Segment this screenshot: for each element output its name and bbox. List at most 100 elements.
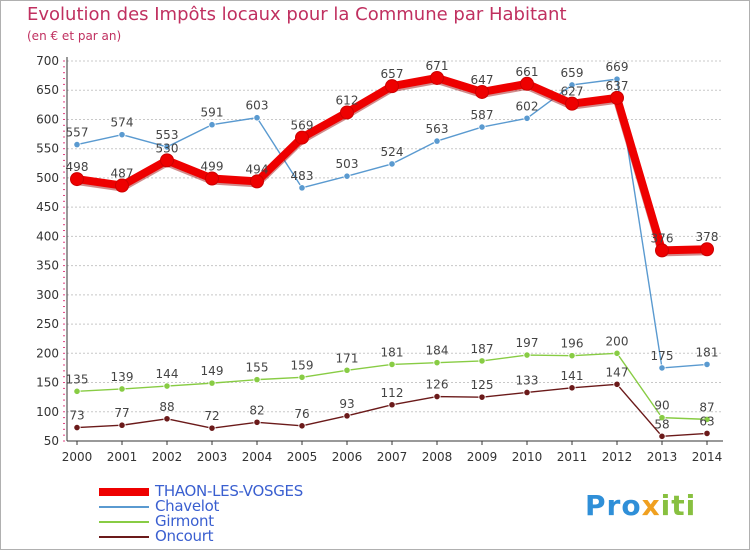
data-label-girmont: 197: [516, 336, 539, 350]
data-point-thaon-les-vosges: [385, 79, 399, 94]
data-label-thaon-les-vosges: 499: [201, 160, 224, 174]
logo-text-part2: x: [641, 489, 661, 522]
data-point-chavelot: [568, 81, 576, 89]
data-label-thaon-les-vosges: 569: [291, 119, 314, 133]
y-tick-label: 400: [36, 229, 59, 243]
legend-label-thaon-les-vosges: THAON-LES-VOSGES: [155, 482, 303, 500]
data-point-thaon-les-vosges: [70, 172, 84, 187]
data-point-girmont: [478, 357, 486, 365]
data-point-oncourt: [523, 388, 531, 397]
data-point-oncourt: [433, 392, 441, 401]
data-label-chavelot: 574: [111, 116, 134, 130]
data-label-chavelot: 587: [471, 108, 494, 122]
data-point-oncourt: [658, 432, 666, 440]
data-label-thaon-les-vosges: 494: [246, 162, 269, 176]
data-point-chavelot: [388, 160, 396, 168]
data-label-chavelot: 659: [561, 66, 584, 80]
data-label-girmont: 187: [471, 342, 494, 356]
data-label-chavelot: 669: [606, 60, 629, 74]
data-label-thaon-les-vosges: 378: [696, 230, 719, 244]
data-label-oncourt: 126: [426, 378, 449, 392]
data-label-thaon-les-vosges: 637: [606, 79, 629, 93]
x-tick-label: 2002: [152, 450, 183, 464]
y-tick-label: 450: [36, 200, 59, 214]
data-point-oncourt: [298, 422, 306, 430]
logo-text-part3: iti: [660, 489, 697, 522]
data-point-chavelot: [343, 172, 351, 180]
series-layer: [70, 70, 714, 440]
data-label-oncourt: 147: [606, 365, 629, 379]
x-tick-label: 2009: [467, 450, 498, 464]
data-point-thaon-les-vosges: [655, 243, 669, 258]
data-label-oncourt: 76: [294, 407, 309, 421]
data-label-girmont: 155: [246, 361, 269, 375]
y-tick-label: 100: [36, 405, 59, 419]
y-tick-label: 150: [36, 376, 59, 390]
chart-title: Evolution des Impôts locaux pour la Comm…: [27, 4, 567, 25]
data-label-girmont: 90: [654, 399, 669, 413]
data-point-oncourt: [568, 384, 576, 392]
data-label-girmont: 139: [111, 370, 134, 384]
y-tick-label: 50: [44, 434, 59, 448]
data-point-thaon-les-vosges: [700, 242, 714, 257]
legend-swatch-oncourt: [99, 536, 149, 538]
data-point-chavelot: [478, 123, 486, 131]
data-label-girmont: 184: [426, 344, 449, 358]
data-point-thaon-les-vosges: [565, 96, 579, 111]
data-label-chavelot: 181: [696, 345, 719, 359]
data-label-thaon-les-vosges: 661: [516, 65, 539, 79]
data-point-thaon-les-vosges: [205, 171, 219, 186]
data-point-girmont: [118, 385, 126, 393]
data-point-girmont: [658, 414, 666, 422]
data-point-thaon-les-vosges: [475, 84, 489, 99]
series-line-chavelot: [76, 78, 708, 369]
x-tick-label: 2004: [242, 450, 273, 464]
legend-label-chavelot: Chavelot: [155, 497, 220, 515]
data-label-oncourt: 133: [516, 373, 539, 387]
data-point-chavelot: [298, 184, 306, 192]
axis-layer: 50 100 150 200 250 300 350 400 450 500 550 600 650 70…: [36, 54, 723, 464]
x-tick-label: 2008: [422, 450, 453, 464]
x-tick-label: 2012: [602, 450, 633, 464]
data-point-thaon-les-vosges: [520, 76, 534, 91]
data-point-girmont: [433, 359, 441, 367]
data-label-girmont: 181: [381, 345, 404, 359]
data-point-oncourt: [343, 412, 351, 420]
data-label-girmont: 144: [156, 367, 179, 381]
data-label-oncourt: 125: [471, 378, 494, 392]
data-label-oncourt: 88: [159, 400, 174, 414]
data-point-oncourt: [208, 424, 216, 432]
data-label-chavelot: 503: [336, 157, 359, 171]
data-label-girmont: 200: [606, 334, 629, 348]
data-point-girmont: [208, 379, 216, 387]
data-point-girmont: [388, 360, 396, 369]
y-tick-label: 350: [36, 259, 59, 273]
data-label-girmont: 159: [291, 358, 314, 372]
x-tick-label: 2013: [647, 450, 678, 464]
data-label-girmont: 171: [336, 351, 359, 365]
data-point-chavelot: [523, 114, 531, 122]
x-tick-label: 2003: [197, 450, 228, 464]
legend-swatch-thaon-les-vosges: [99, 488, 149, 496]
data-point-thaon-les-vosges: [295, 130, 309, 145]
data-label-chavelot: 524: [381, 145, 404, 159]
data-point-chavelot: [118, 131, 126, 139]
data-point-oncourt: [703, 429, 711, 437]
x-tick-label: 2014: [692, 450, 723, 464]
y-tick-label: 250: [36, 317, 59, 331]
data-label-oncourt: 112: [381, 386, 404, 400]
data-point-oncourt: [253, 418, 261, 426]
y-tick-label: 700: [36, 54, 59, 68]
data-point-chavelot: [73, 141, 81, 149]
data-point-thaon-les-vosges: [430, 70, 444, 85]
data-label-oncourt: 77: [114, 406, 129, 420]
data-label-thaon-les-vosges: 376: [651, 231, 674, 245]
data-label-girmont: 135: [66, 372, 89, 386]
chart-subtitle: (en € et par an): [27, 29, 122, 43]
data-label-thaon-les-vosges: 487: [111, 167, 134, 181]
data-point-girmont: [298, 373, 306, 381]
data-point-girmont: [613, 349, 621, 357]
data-label-thaon-les-vosges: 498: [66, 160, 89, 174]
data-point-oncourt: [163, 415, 171, 423]
